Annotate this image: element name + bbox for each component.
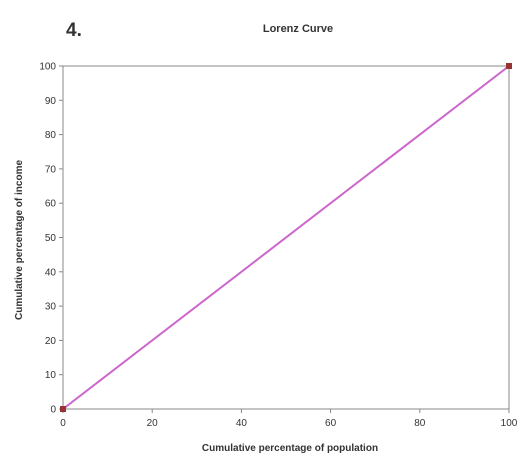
series-layer [60,63,512,412]
x-axis-label: Cumulative percentage of population [202,443,378,454]
y-tick-label: 40 [45,267,57,278]
x-tick-label: 20 [147,418,159,429]
x-axis-ticks: 0 20 40 60 80 100 [60,409,518,429]
x-tick-label: 60 [325,418,337,429]
x-tick-label: 80 [414,418,426,429]
y-tick-label: 80 [45,130,57,141]
chart-title: Lorenz Curve [263,23,333,35]
y-tick-label: 20 [45,336,57,347]
y-tick-label: 0 [50,405,56,416]
question-number: 4. [66,20,82,41]
y-axis-label: Cumulative percentage of income [14,160,25,320]
x-tick-label: 100 [501,418,518,429]
y-axis-ticks: 0 10 20 30 40 50 60 70 80 90 100 [39,62,63,416]
y-tick-label: 90 [45,96,57,107]
y-tick-label: 60 [45,199,57,210]
x-tick-label: 40 [236,418,248,429]
data-point-marker [60,406,66,412]
y-tick-label: 10 [45,370,57,381]
y-tick-label: 100 [39,62,56,73]
y-tick-label: 70 [45,164,57,175]
x-tick-label: 0 [60,418,66,429]
y-tick-label: 30 [45,302,57,313]
data-point-marker [506,63,512,69]
lorenz-curve-line [62,65,510,410]
y-tick-label: 50 [45,233,57,244]
